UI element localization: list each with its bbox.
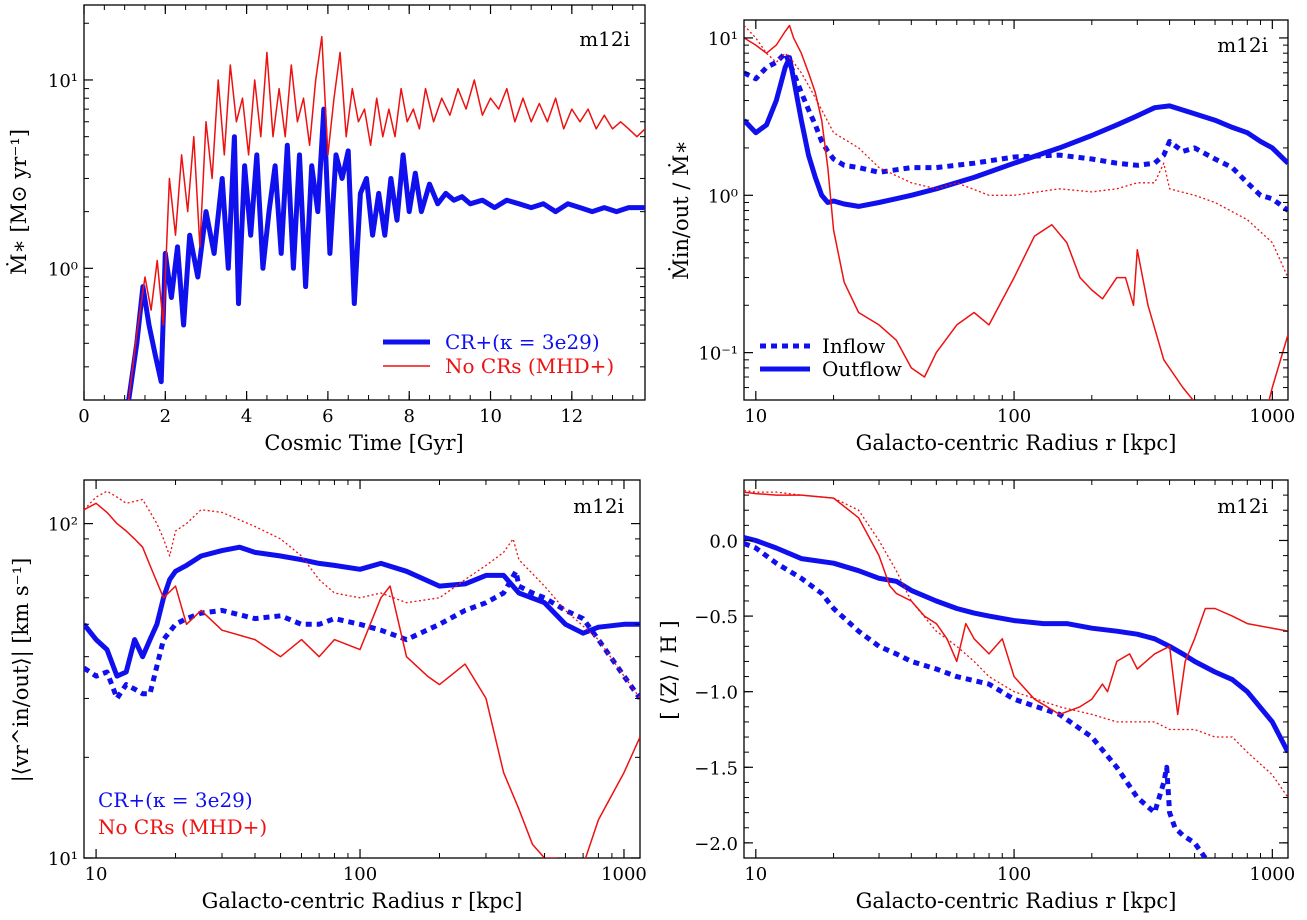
x-tick-label: 0 — [78, 406, 89, 427]
y-axis-label: [ ⟨Z⟩ / H ] — [657, 620, 681, 719]
y-tick-label: −1.5 — [694, 758, 738, 779]
series-line-no-crs-mhd- — [127, 35, 645, 400]
legend: Inflow Outflow — [760, 334, 902, 381]
x-axis-label: Galacto-centric Radius r [kpc] — [202, 889, 523, 913]
panel-star-formation-rate: 0 2 4 6 8 10 12 10⁰ 10¹ m12i Cosmic Time [Gyr] Ṁ… — [7, 4, 646, 455]
y-tick-label: −1.0 — [694, 683, 738, 704]
y-tick-label: 10² — [48, 515, 78, 536]
x-tick-label: 1000 — [1249, 406, 1295, 427]
panel-mass-loading: 10 100 1000 10⁻¹ 10⁰ 10¹ m12i Galacto-centric… — [669, 19, 1295, 455]
panel-annotation: m12i — [1217, 494, 1268, 518]
x-tick-label: 100 — [997, 406, 1031, 427]
y-tick-label: −2.0 — [694, 834, 738, 855]
x-tick-label: 100 — [997, 864, 1031, 885]
series-line-no-crs-outflow — [744, 24, 1288, 400]
x-axis-label: Cosmic Time [Gyr] — [264, 431, 463, 455]
series-line-cr-outflow — [744, 535, 1288, 754]
x-tick-label: 1000 — [1249, 864, 1295, 885]
x-tick-label: 10 — [744, 864, 767, 885]
series-line-cr-inflow — [744, 541, 1208, 858]
tick-layer: 10 100 1000 10⁻¹ 10⁰ 10¹ — [698, 20, 1295, 427]
legend-label-nocr: No CRs (MHD+) — [98, 815, 267, 839]
y-tick-label: 10¹ — [48, 71, 78, 92]
x-tick-label: 8 — [403, 406, 414, 427]
y-tick-label: 10⁰ — [48, 259, 78, 280]
y-axis-label: Ṁin/out / Ṁ∗ — [669, 140, 693, 280]
x-axis-label: Galacto-centric Radius r [kpc] — [856, 889, 1177, 913]
series-line-no-crs-outflow — [84, 502, 640, 858]
y-tick-label: 10⁰ — [708, 186, 738, 207]
series-line-no-crs-outflow — [744, 491, 1288, 716]
legend-label-cr: CR+(κ = 3e29) — [445, 330, 600, 354]
legend: CR+(κ = 3e29) No CRs (MHD+) — [98, 788, 267, 839]
y-tick-label: 10¹ — [48, 849, 78, 870]
series-layer — [126, 35, 645, 400]
x-tick-label: 1000 — [601, 864, 647, 885]
plot-frame — [743, 479, 1289, 859]
plot-frame — [83, 4, 646, 401]
x-tick-label: 10 — [479, 406, 502, 427]
y-tick-label: −0.5 — [694, 607, 738, 628]
series-line-no-crs-inflow — [744, 25, 1288, 278]
tick-layer: 10 100 1000 10¹ 10² — [48, 480, 647, 885]
panel-metallicity: 10 100 1000 −2.0 −1.5 −1.0 −0.5 0.0 m12i Galact… — [657, 479, 1295, 913]
series-layer — [744, 489, 1288, 858]
x-tick-label: 2 — [160, 406, 171, 427]
x-tick-label: 10 — [744, 406, 767, 427]
legend: CR+(κ = 3e29) No CRs (MHD+) — [383, 330, 614, 378]
x-tick-label: 100 — [343, 864, 377, 885]
y-tick-label: 10⁻¹ — [698, 344, 738, 365]
legend-label-nocr: No CRs (MHD+) — [445, 354, 614, 378]
x-axis-label: Galacto-centric Radius r [kpc] — [856, 431, 1177, 455]
legend-label-inflow: Inflow — [822, 334, 885, 358]
panel-radial-velocity: 10 100 1000 10¹ 10² m12i Galacto-centric Rad… — [9, 479, 647, 913]
x-tick-label: 10 — [85, 864, 108, 885]
x-tick-label: 6 — [322, 406, 333, 427]
panel-annotation: m12i — [579, 27, 630, 51]
x-tick-label: 4 — [241, 406, 252, 427]
series-layer — [84, 490, 640, 858]
tick-layer: 10 100 1000 −2.0 −1.5 −1.0 −0.5 0.0 — [694, 480, 1295, 885]
series-line-no-crs-inflow — [744, 489, 1288, 798]
x-tick-label: 12 — [560, 406, 583, 427]
legend-label-outflow: Outflow — [822, 357, 902, 381]
series-line-cr-3e29- — [126, 106, 645, 400]
series-layer — [744, 24, 1288, 400]
legend-label-cr: CR+(κ = 3e29) — [98, 788, 253, 812]
panel-annotation: m12i — [573, 494, 624, 518]
tick-layer: 0 2 4 6 8 10 12 10⁰ 10¹ — [48, 5, 645, 427]
y-tick-label: 0.0 — [709, 531, 738, 552]
y-tick-label: 10¹ — [708, 29, 738, 50]
y-axis-label: Ṁ∗ [M⊙ yr⁻¹] — [7, 129, 31, 275]
panel-annotation: m12i — [1217, 33, 1268, 57]
y-axis-label: |⟨vr^in/out⟩| [km s⁻¹] — [9, 558, 34, 783]
series-line-outflow — [744, 55, 1288, 209]
series-line-cr-outflow — [84, 544, 640, 679]
series-line-inflow — [744, 50, 1288, 213]
